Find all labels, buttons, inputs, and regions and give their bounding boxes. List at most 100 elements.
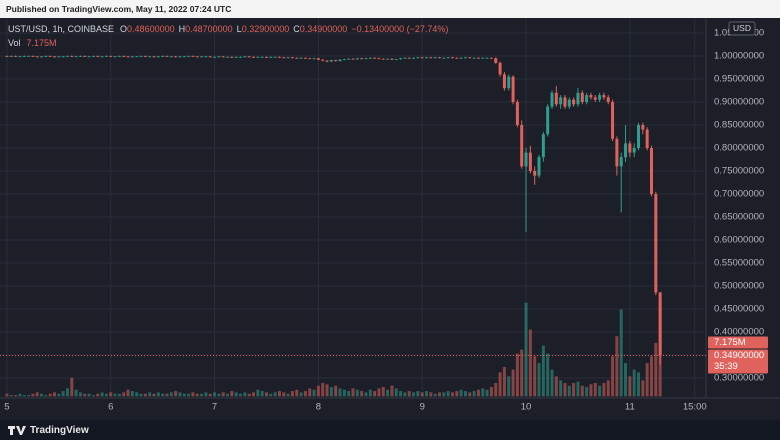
candle-body (450, 57, 454, 59)
volume-bar (61, 391, 65, 397)
candle-body (537, 157, 541, 176)
candle-body (580, 92, 584, 102)
x-tick-label: 11 (625, 402, 635, 413)
y-tick-label: 0.45000000 (714, 304, 764, 315)
candle-body (44, 56, 48, 57)
candle-body (459, 57, 463, 59)
candle-body (611, 102, 615, 139)
y-tick-label: 0.70000000 (714, 189, 764, 200)
volume-bar (481, 388, 485, 397)
footer-bar (0, 420, 780, 440)
volume-bar (174, 391, 178, 397)
candle-body (598, 95, 602, 100)
candle-body (65, 56, 69, 57)
volume-bar (533, 356, 537, 397)
volume-label-box (708, 336, 768, 349)
candle-body (520, 125, 524, 167)
volume-bar (520, 349, 524, 397)
volume-bar (468, 392, 472, 397)
candle-body (200, 56, 204, 58)
volume-bar (230, 391, 234, 397)
volume-bar (628, 376, 632, 397)
candle-body (533, 171, 537, 176)
candle-body (554, 92, 558, 105)
candle-body (27, 56, 31, 57)
symbol: UST/USD, 1h, COINBASE (8, 24, 114, 34)
volume-bar (117, 393, 121, 397)
y-tick-label: 0.50000000 (714, 281, 764, 292)
candle-body (438, 57, 442, 59)
y-tick-label: 0.95000000 (714, 74, 764, 85)
x-tick-label: 9 (420, 402, 425, 413)
candle-body (243, 56, 247, 58)
volume-bar (507, 376, 511, 397)
candle-body (589, 95, 593, 98)
candle-body (494, 58, 498, 63)
volume-bar (208, 393, 212, 397)
candle-body (425, 57, 429, 59)
volume-bar (78, 392, 82, 397)
volume-bar (308, 388, 312, 397)
candle-body (126, 56, 130, 58)
brand-logo (8, 426, 26, 435)
volume-bar (645, 362, 649, 397)
volume-bar (450, 392, 454, 397)
candle-body (312, 58, 316, 60)
candle-body (290, 57, 294, 59)
candle-body (476, 57, 480, 59)
volume-bar (252, 392, 256, 397)
candle-body (455, 57, 459, 59)
volume-bar (576, 381, 580, 397)
candle-body (593, 97, 597, 100)
candle-body (377, 58, 381, 60)
candle-body (386, 58, 390, 60)
volume-bar (611, 356, 615, 397)
volume-value: 7.175M (27, 38, 57, 48)
volume-bar (368, 389, 372, 397)
candle-body (433, 57, 437, 59)
x-tick-label: 6 (108, 402, 113, 413)
candle-body (515, 102, 519, 125)
volume-bar (152, 393, 156, 397)
candle-body (407, 57, 411, 59)
candle-body (169, 56, 173, 58)
candle-body (368, 57, 372, 59)
volume-bar (70, 377, 74, 397)
candle-body (550, 92, 554, 107)
candle-body (325, 60, 329, 62)
volume-bar (377, 388, 381, 397)
volume-bar (502, 366, 506, 397)
volume-bar (221, 392, 225, 397)
ohlc-value: 0.32900000 (242, 24, 290, 34)
y-tick-label: 1.00000000 (714, 51, 764, 62)
volume-bar (351, 388, 355, 397)
volume-bar (312, 389, 316, 397)
candle-body (295, 57, 299, 59)
candle-body (152, 56, 156, 58)
candle-body (585, 95, 589, 102)
volume-bar (303, 391, 307, 397)
candle-body (282, 57, 286, 59)
candle-body (658, 292, 662, 356)
volume-bar (269, 393, 273, 397)
volume-bar (390, 385, 394, 397)
volume-bar (524, 302, 528, 397)
ohlc-key: H (179, 24, 186, 34)
volume-bar (126, 389, 130, 397)
volume-bar (459, 389, 463, 397)
volume-bar (217, 393, 221, 397)
candle-body (399, 58, 403, 60)
volume-bar (256, 389, 260, 397)
candle-body (9, 56, 13, 57)
volume-bar (57, 393, 61, 397)
ohlc-value: 0.48600000 (127, 24, 175, 34)
candle-body (174, 56, 178, 58)
volume-bar (329, 387, 333, 397)
volume-bar (247, 393, 251, 397)
volume-bar (239, 393, 243, 397)
candle-body (360, 58, 364, 60)
volume-bar (386, 389, 390, 397)
candle-body (61, 56, 65, 58)
ohlc-key: C (293, 24, 300, 34)
volume-bar (606, 380, 610, 397)
